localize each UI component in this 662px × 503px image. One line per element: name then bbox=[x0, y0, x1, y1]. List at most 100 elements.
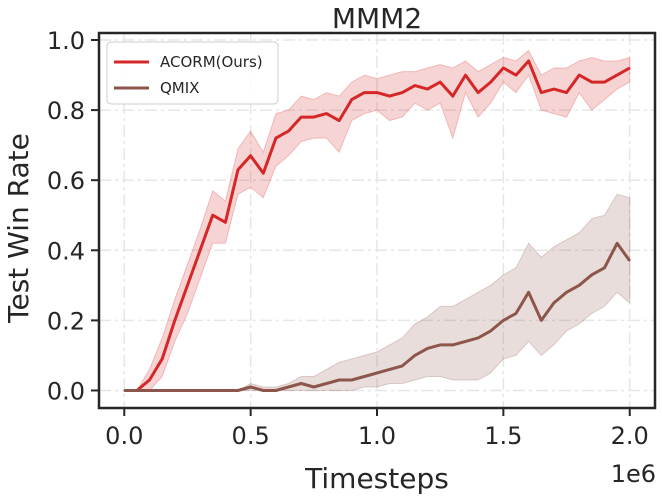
data-point bbox=[123, 389, 126, 392]
data-point bbox=[148, 389, 151, 392]
data-point bbox=[515, 74, 517, 76]
data-point bbox=[199, 389, 201, 392]
chart-title: MMM2 bbox=[332, 2, 422, 35]
x-axis-multiplier: 1e6 bbox=[611, 460, 656, 488]
data-point bbox=[174, 319, 176, 322]
data-point bbox=[464, 74, 467, 76]
data-point bbox=[313, 386, 315, 388]
y-tick-label: 0.6 bbox=[47, 167, 85, 195]
series-lines bbox=[123, 59, 631, 392]
data-point bbox=[275, 137, 277, 139]
data-point bbox=[300, 116, 303, 118]
data-point bbox=[603, 267, 606, 269]
data-point bbox=[161, 389, 163, 392]
y-tick-label: 0.0 bbox=[47, 377, 85, 405]
data-point bbox=[540, 319, 543, 322]
data-point bbox=[553, 88, 555, 90]
legend-box bbox=[106, 41, 279, 105]
data-point bbox=[363, 91, 366, 94]
data-point bbox=[452, 344, 454, 346]
data-point bbox=[489, 81, 492, 83]
data-point bbox=[249, 386, 252, 388]
data-point bbox=[186, 284, 189, 287]
data-point bbox=[376, 91, 378, 94]
data-point bbox=[439, 344, 442, 346]
data-point bbox=[616, 74, 618, 76]
data-point bbox=[262, 172, 265, 174]
data-point bbox=[224, 221, 227, 224]
data-point bbox=[338, 379, 340, 381]
data-point bbox=[237, 389, 239, 392]
data-point bbox=[591, 81, 593, 83]
data-point bbox=[161, 358, 163, 360]
data-point bbox=[565, 291, 568, 294]
data-point bbox=[452, 95, 454, 97]
data-point bbox=[376, 372, 378, 374]
data-point bbox=[148, 379, 151, 381]
data-point bbox=[325, 382, 328, 385]
x-tick-label: 0.5 bbox=[232, 422, 270, 450]
data-point bbox=[275, 389, 277, 392]
data-point bbox=[489, 330, 492, 332]
data-point bbox=[477, 91, 479, 94]
y-axis-label: Test Win Rate bbox=[2, 133, 35, 324]
series-band-0 bbox=[124, 49, 631, 391]
data-point bbox=[199, 249, 201, 252]
data-point bbox=[350, 379, 353, 381]
data-point bbox=[426, 347, 429, 350]
y-tick-label: 0.4 bbox=[47, 237, 85, 265]
data-point bbox=[527, 60, 530, 62]
y-tick-label: 1.0 bbox=[47, 27, 85, 55]
legend: ACORM(Ours) QMIX bbox=[106, 41, 279, 105]
data-point bbox=[603, 81, 606, 83]
x-tick-label: 1.5 bbox=[484, 422, 522, 450]
data-point bbox=[527, 291, 530, 294]
x-tick-label: 0.0 bbox=[105, 422, 143, 450]
data-point bbox=[565, 91, 568, 94]
data-point bbox=[237, 168, 239, 171]
x-tick-label: 2.0 bbox=[611, 422, 649, 450]
data-point bbox=[439, 81, 442, 83]
data-point bbox=[249, 154, 252, 157]
data-point bbox=[174, 389, 176, 392]
data-point bbox=[388, 368, 391, 371]
data-point bbox=[426, 88, 429, 90]
data-point bbox=[325, 112, 328, 115]
data-point bbox=[388, 95, 391, 97]
x-axis-label: Timesteps bbox=[304, 462, 449, 495]
data-point bbox=[363, 375, 366, 378]
data-point bbox=[502, 67, 505, 69]
data-point bbox=[211, 389, 214, 392]
data-point bbox=[224, 389, 227, 392]
data-point bbox=[287, 130, 290, 132]
data-point bbox=[591, 274, 593, 276]
data-point bbox=[414, 354, 416, 357]
data-point bbox=[338, 119, 340, 122]
x-tick-label: 1.0 bbox=[358, 422, 396, 450]
data-point bbox=[553, 302, 555, 304]
data-point bbox=[287, 386, 290, 388]
data-point bbox=[464, 340, 467, 343]
data-point bbox=[313, 116, 315, 118]
data-point bbox=[578, 74, 580, 76]
data-point bbox=[401, 91, 404, 94]
data-point bbox=[414, 84, 416, 87]
data-point bbox=[628, 260, 631, 262]
y-tick-label: 0.2 bbox=[47, 307, 85, 335]
data-point bbox=[401, 365, 404, 367]
data-point bbox=[211, 214, 214, 216]
y-tick-label: 0.8 bbox=[47, 97, 85, 125]
data-point bbox=[477, 337, 479, 339]
series-band-1 bbox=[124, 193, 631, 391]
data-point bbox=[515, 312, 517, 315]
legend-label-qmix: QMIX bbox=[160, 79, 199, 97]
data-point bbox=[350, 98, 353, 101]
legend-label-acorm: ACORM(Ours) bbox=[160, 53, 263, 71]
data-point bbox=[136, 389, 138, 392]
data-point bbox=[628, 67, 631, 69]
data-point bbox=[578, 284, 580, 287]
data-point bbox=[300, 382, 303, 385]
data-point bbox=[262, 389, 265, 392]
